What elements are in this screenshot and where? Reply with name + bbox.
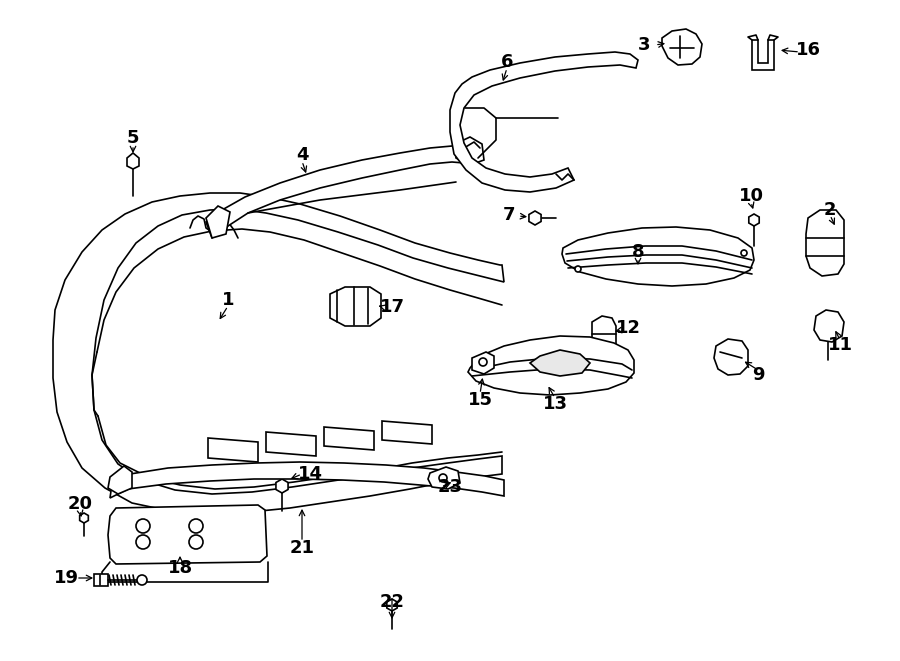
Polygon shape xyxy=(428,467,460,489)
Text: 6: 6 xyxy=(500,53,513,71)
Polygon shape xyxy=(387,599,397,611)
Text: 8: 8 xyxy=(632,243,644,261)
Polygon shape xyxy=(110,462,504,498)
Polygon shape xyxy=(806,210,844,276)
Polygon shape xyxy=(324,427,374,450)
Polygon shape xyxy=(714,339,748,375)
Text: 20: 20 xyxy=(68,495,93,513)
Text: 13: 13 xyxy=(543,395,568,413)
Polygon shape xyxy=(662,29,702,65)
Polygon shape xyxy=(530,350,590,376)
Polygon shape xyxy=(814,310,844,342)
Text: 18: 18 xyxy=(167,559,193,577)
Text: 16: 16 xyxy=(796,41,821,59)
Text: 19: 19 xyxy=(53,569,78,587)
Circle shape xyxy=(136,535,150,549)
Circle shape xyxy=(479,358,487,366)
Text: 10: 10 xyxy=(739,187,763,205)
Text: 11: 11 xyxy=(827,336,852,354)
Polygon shape xyxy=(206,146,468,238)
Circle shape xyxy=(189,519,203,533)
Text: 7: 7 xyxy=(503,206,515,224)
Circle shape xyxy=(439,474,447,482)
Polygon shape xyxy=(330,287,381,326)
Polygon shape xyxy=(127,153,139,169)
Text: 3: 3 xyxy=(638,36,650,54)
Polygon shape xyxy=(382,421,432,444)
Text: 2: 2 xyxy=(824,201,836,219)
Text: 9: 9 xyxy=(752,366,764,384)
Polygon shape xyxy=(266,432,316,456)
Text: 15: 15 xyxy=(467,391,492,409)
Text: 23: 23 xyxy=(437,478,463,496)
Polygon shape xyxy=(450,52,638,192)
Polygon shape xyxy=(562,227,754,286)
Polygon shape xyxy=(80,513,88,523)
Polygon shape xyxy=(208,438,258,462)
Text: 5: 5 xyxy=(127,129,140,147)
Polygon shape xyxy=(472,352,494,374)
Polygon shape xyxy=(455,137,484,165)
Circle shape xyxy=(189,535,203,549)
Polygon shape xyxy=(94,574,108,586)
Polygon shape xyxy=(529,211,541,225)
Text: 17: 17 xyxy=(380,298,404,316)
Polygon shape xyxy=(752,40,774,70)
Polygon shape xyxy=(108,466,132,494)
Text: 22: 22 xyxy=(380,593,404,611)
Circle shape xyxy=(137,575,147,585)
Text: 12: 12 xyxy=(616,319,641,337)
Circle shape xyxy=(575,266,581,272)
Polygon shape xyxy=(53,193,504,514)
Text: 14: 14 xyxy=(298,465,322,483)
Polygon shape xyxy=(592,316,616,352)
Polygon shape xyxy=(749,214,760,226)
Circle shape xyxy=(741,250,747,256)
Text: 1: 1 xyxy=(221,291,234,309)
Polygon shape xyxy=(276,479,288,493)
Circle shape xyxy=(136,519,150,533)
Text: 4: 4 xyxy=(296,146,308,164)
Polygon shape xyxy=(108,505,267,564)
Polygon shape xyxy=(468,336,634,395)
Polygon shape xyxy=(206,206,230,238)
Text: 21: 21 xyxy=(290,539,314,557)
